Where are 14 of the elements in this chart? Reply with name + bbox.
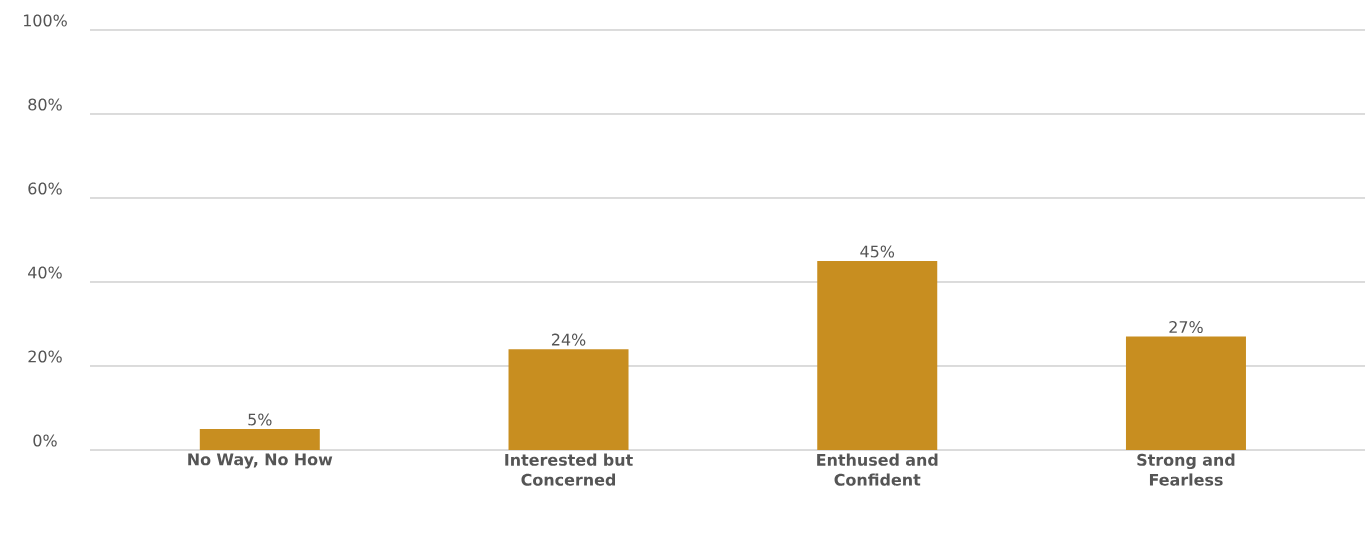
- y-tick-label: 0%: [33, 434, 57, 447]
- y-tick-label: 60%: [28, 182, 62, 195]
- data-label: 5%: [248, 413, 272, 426]
- data-label: 45%: [860, 245, 895, 258]
- y-tick-label: 40%: [28, 266, 62, 279]
- data-label: 27%: [1169, 321, 1203, 334]
- y-tick-label: 80%: [28, 98, 62, 111]
- x-tick-label: No Way, No How: [188, 453, 333, 469]
- y-tick-label: 20%: [28, 350, 62, 363]
- x-tick-label: Interested but Concerned: [505, 453, 633, 486]
- x-tick-label: Enthused and Confident: [817, 453, 938, 486]
- y-tick-label: 100%: [23, 14, 67, 27]
- x-tick-label: Strong and Fearless: [1137, 453, 1235, 486]
- data-label: 24%: [551, 333, 586, 346]
